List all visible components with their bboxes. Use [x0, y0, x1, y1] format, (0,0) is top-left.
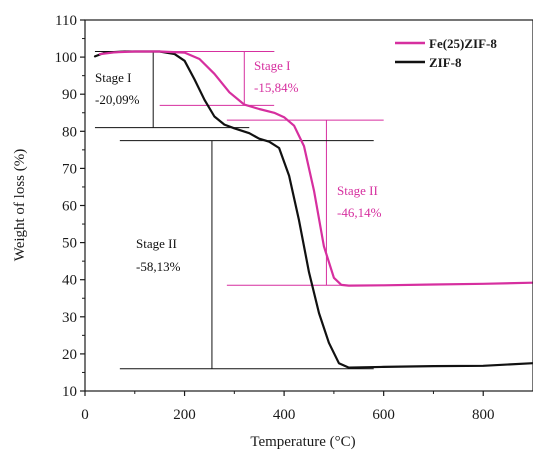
y-tick-label: 80: [62, 124, 77, 140]
annotation-stage2-fe-label: Stage II: [337, 183, 378, 198]
legend-label-fe-zif8: Fe(25)ZIF-8: [429, 36, 497, 51]
x-axis-title: Temperature (°C): [250, 434, 355, 450]
legend-label-zif8: ZIF-8: [429, 55, 462, 70]
x-tick-label: 400: [273, 407, 296, 423]
y-tick-label: 10: [62, 384, 77, 400]
y-tick-label: 40: [62, 273, 77, 289]
y-tick-label: 90: [62, 87, 77, 103]
annotations: Stage I -20,09% Stage I -15,84% Stage II…: [95, 58, 382, 274]
y-axis: 10 20 30 40 50 60 70 80 90 100 110: [55, 13, 85, 400]
plot-area: [84, 19, 533, 392]
y-tick-label: 20: [62, 347, 77, 363]
y-tick-label: 50: [62, 236, 77, 252]
x-tick-label: 200: [173, 407, 196, 423]
y-tick-label: 30: [62, 310, 77, 326]
series-line-zif-8: [93, 50, 533, 369]
data-lines: [93, 50, 533, 369]
x-axis: 0 200 400 600 800: [81, 391, 494, 423]
y-tick-label: 60: [62, 199, 77, 215]
x-tick-label: 600: [372, 407, 395, 423]
y-tick-label: 70: [62, 161, 77, 177]
x-tick-label: 0: [81, 407, 89, 423]
plot-frame: [84, 19, 533, 392]
annotation-stage2-zif8-value: -58,13%: [136, 259, 181, 274]
y-tick-label: 110: [55, 13, 77, 29]
annotation-stage1-fe-label: Stage I: [254, 58, 290, 73]
annotation-stage2-fe-value: -46,14%: [337, 205, 382, 220]
y-tick-label: 100: [55, 50, 78, 66]
x-tick-label: 800: [472, 407, 495, 423]
legend: Fe(25)ZIF-8 ZIF-8: [395, 36, 497, 70]
annotation-stage1-zif8-label: Stage I: [95, 70, 131, 85]
guide-lines: [94, 51, 384, 370]
series-line-fe-25-zif-8: [98, 50, 533, 287]
y-axis-title: Weight of loss (%): [12, 149, 28, 262]
annotation-stage2-zif8-label: Stage II: [136, 236, 177, 251]
annotation-stage1-fe-value: -15,84%: [254, 80, 299, 95]
annotation-stage1-zif8-value: -20,09%: [95, 92, 140, 107]
